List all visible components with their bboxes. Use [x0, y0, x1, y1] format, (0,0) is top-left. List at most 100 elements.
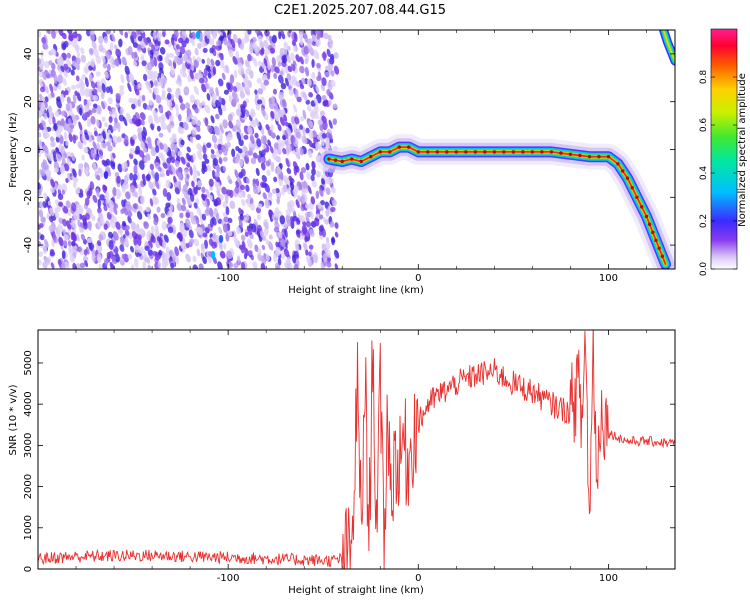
noise-speck — [249, 134, 255, 145]
noise-speck — [274, 102, 279, 113]
noise-speck — [169, 52, 175, 58]
noise-speck — [334, 222, 339, 229]
noise-speck — [45, 169, 52, 178]
noise-speck — [226, 40, 232, 49]
noise-speck — [313, 105, 319, 114]
noise-speck — [98, 44, 104, 52]
noise-speck — [58, 55, 64, 65]
noise-speck — [179, 212, 184, 219]
noise-speck — [228, 178, 233, 185]
noise-speck — [175, 103, 179, 113]
noise-speck — [308, 244, 314, 250]
noise-speck — [127, 215, 132, 224]
noise-speck — [180, 204, 187, 212]
noise-speck — [259, 41, 265, 50]
noise-speck — [71, 232, 77, 242]
noise-speck — [121, 253, 126, 260]
noise-speck — [226, 134, 231, 142]
noise-speck — [52, 116, 56, 125]
noise-speck — [105, 30, 112, 35]
noise-speck — [142, 73, 148, 82]
noise-speck — [125, 191, 131, 200]
noise-speck — [328, 133, 333, 140]
noise-speck — [233, 33, 238, 43]
noise-speck — [50, 178, 55, 188]
noise-speck — [60, 145, 65, 155]
noise-speck — [104, 258, 109, 267]
noise-speck — [274, 66, 280, 74]
noise-speck — [302, 181, 309, 191]
noise-speck — [38, 131, 42, 138]
noise-speck — [299, 65, 305, 74]
noise-speck — [311, 34, 317, 43]
noise-speck — [273, 226, 280, 233]
noise-speck — [84, 88, 90, 98]
noise-speck — [43, 144, 49, 155]
noise-speck — [72, 180, 77, 189]
noise-speck — [325, 237, 330, 244]
noise-speck — [197, 42, 202, 49]
noise-speck — [254, 30, 260, 35]
noise-speck — [166, 157, 172, 164]
noise-speck — [146, 81, 151, 91]
noise-speck — [260, 107, 266, 117]
noise-speck — [133, 191, 139, 198]
noise-speck — [179, 46, 186, 55]
noise-speck — [156, 235, 161, 242]
noise-speck — [77, 219, 81, 228]
noise-speck — [206, 164, 212, 172]
noise-speck — [136, 211, 143, 220]
noise-speck — [202, 144, 207, 154]
x-tick-label: -100 — [217, 273, 240, 284]
noise-speck — [266, 70, 271, 80]
track-peak-dot — [416, 150, 420, 154]
track-peak-dot — [621, 169, 625, 173]
noise-speck — [144, 257, 149, 263]
colorbar: 0.0 0.2 0.4 0.6 0.8 Normalized spectral ampl… — [699, 28, 748, 276]
y-tick-label: 40 — [23, 48, 34, 61]
noise-speck — [237, 68, 242, 76]
noise-speck — [174, 91, 179, 100]
noise-speck — [202, 256, 207, 265]
noise-speck — [40, 216, 46, 223]
noise-speck — [247, 126, 253, 136]
noise-speck — [322, 120, 328, 131]
noise-speck — [301, 126, 306, 136]
noise-speck — [315, 38, 321, 46]
noise-speck — [316, 75, 322, 82]
noise-speck — [212, 169, 216, 180]
noise-speck — [299, 147, 304, 156]
noise-speck — [285, 157, 290, 168]
y-tick-label: 3000 — [23, 433, 34, 458]
noise-speck — [116, 136, 122, 143]
noise-speck — [171, 150, 176, 159]
noise-speck — [86, 99, 92, 106]
noise-speck — [280, 82, 287, 90]
noise-speck — [303, 137, 308, 144]
track-peak-dot — [327, 157, 331, 161]
noise-speck — [84, 213, 91, 220]
track-peak-dot — [340, 159, 344, 164]
noise-speck — [206, 205, 210, 213]
noise-speck — [167, 216, 173, 224]
noise-speck — [48, 60, 53, 66]
noise-speck — [239, 158, 244, 166]
noise-speck — [201, 163, 208, 172]
noise-speck — [70, 69, 75, 76]
noise-speck — [248, 141, 253, 149]
noise-speck — [57, 183, 63, 191]
noise-speck — [79, 107, 83, 116]
noise-speck — [133, 236, 138, 247]
snr-frame — [37, 329, 676, 570]
noise-speck — [127, 209, 133, 218]
noise-speck — [114, 117, 118, 124]
noise-speck — [173, 55, 178, 64]
noise-speck — [185, 212, 191, 219]
noise-speck — [118, 38, 123, 48]
noise-speck — [124, 224, 130, 231]
noise-speck — [221, 105, 227, 112]
noise-speck — [123, 237, 129, 248]
noise-speck — [102, 143, 107, 149]
noise-speck — [152, 31, 157, 41]
noise-speck — [300, 116, 304, 122]
